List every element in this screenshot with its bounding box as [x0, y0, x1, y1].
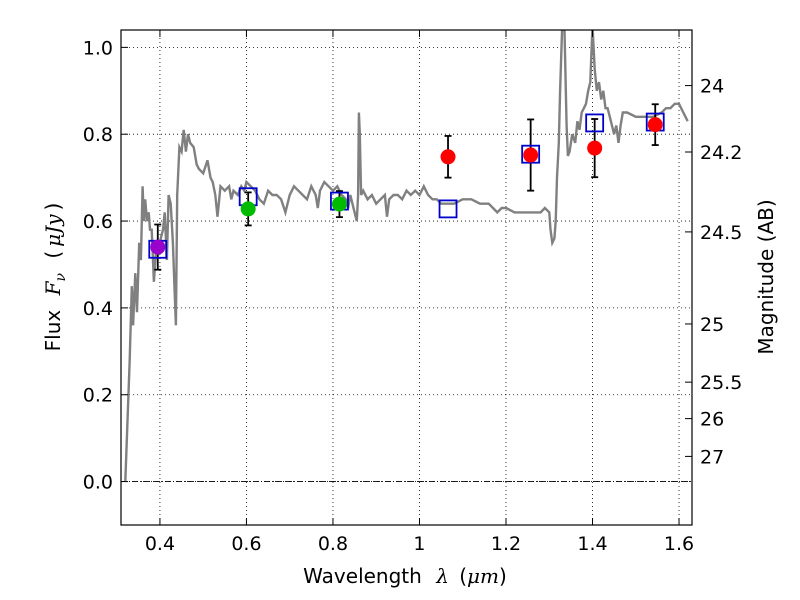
x-tick-label-3: 1 — [413, 533, 425, 555]
mag-tick-label-4: 25.5 — [700, 372, 742, 394]
x-tick-label-5: 1.4 — [577, 533, 607, 555]
data-markers — [148, 112, 665, 259]
mag-tick-label-2: 24.5 — [700, 222, 742, 244]
y-tick-label-0: 0.0 — [83, 472, 113, 494]
mag-tick-label-6: 27 — [700, 446, 724, 468]
mag-tick-label-1: 24.2 — [700, 142, 742, 164]
grid — [121, 30, 692, 525]
mag-tick-label-0: 24 — [700, 76, 724, 98]
mag-tick-label-5: 26 — [700, 409, 724, 431]
model-square-5 — [585, 113, 605, 133]
mag-tick-label-3: 25 — [700, 314, 724, 336]
y-tick-label-5: 1.0 — [83, 37, 113, 59]
observed-point-2-3 — [647, 117, 663, 133]
y-tick-label-3: 0.6 — [83, 211, 113, 233]
observed-point-1-0 — [240, 201, 256, 217]
magnitude-axis-label: Magnitude (AB) — [754, 199, 778, 354]
x-tick-label-2: 0.8 — [318, 533, 348, 555]
observed-point-0-0 — [150, 239, 166, 255]
model-square-3 — [438, 199, 458, 219]
y-tick-label-2: 0.4 — [83, 298, 113, 320]
observed-point-1-1 — [331, 196, 347, 212]
x-tick-label-1: 0.6 — [231, 533, 261, 555]
observed-point-2-0 — [440, 149, 456, 165]
x-tick-label-6: 1.6 — [664, 533, 694, 555]
model-spectrum-line — [124, 30, 689, 482]
observed-point-2-2 — [587, 140, 603, 156]
plot-area — [124, 30, 689, 482]
y-axis-label: Flux Fν (μJy) — [41, 203, 70, 352]
x-tick-label-0: 0.4 — [145, 533, 175, 555]
x-tick-label-4: 1.2 — [491, 533, 521, 555]
y-tick-label-4: 0.8 — [83, 124, 113, 146]
model-square-4 — [521, 144, 541, 164]
observed-point-2-1 — [523, 147, 539, 163]
axis-ticks: 0.4 0.6 0.8 1 1.2 1.4 1.6 0.0 0.2 0.4 0.6 0.8 1.0 24 2… — [83, 30, 742, 555]
y-tick-label-1: 0.2 — [83, 385, 113, 407]
plot-frame — [120, 29, 693, 526]
x-axis-label: Wavelength λ (μm) — [303, 564, 507, 588]
